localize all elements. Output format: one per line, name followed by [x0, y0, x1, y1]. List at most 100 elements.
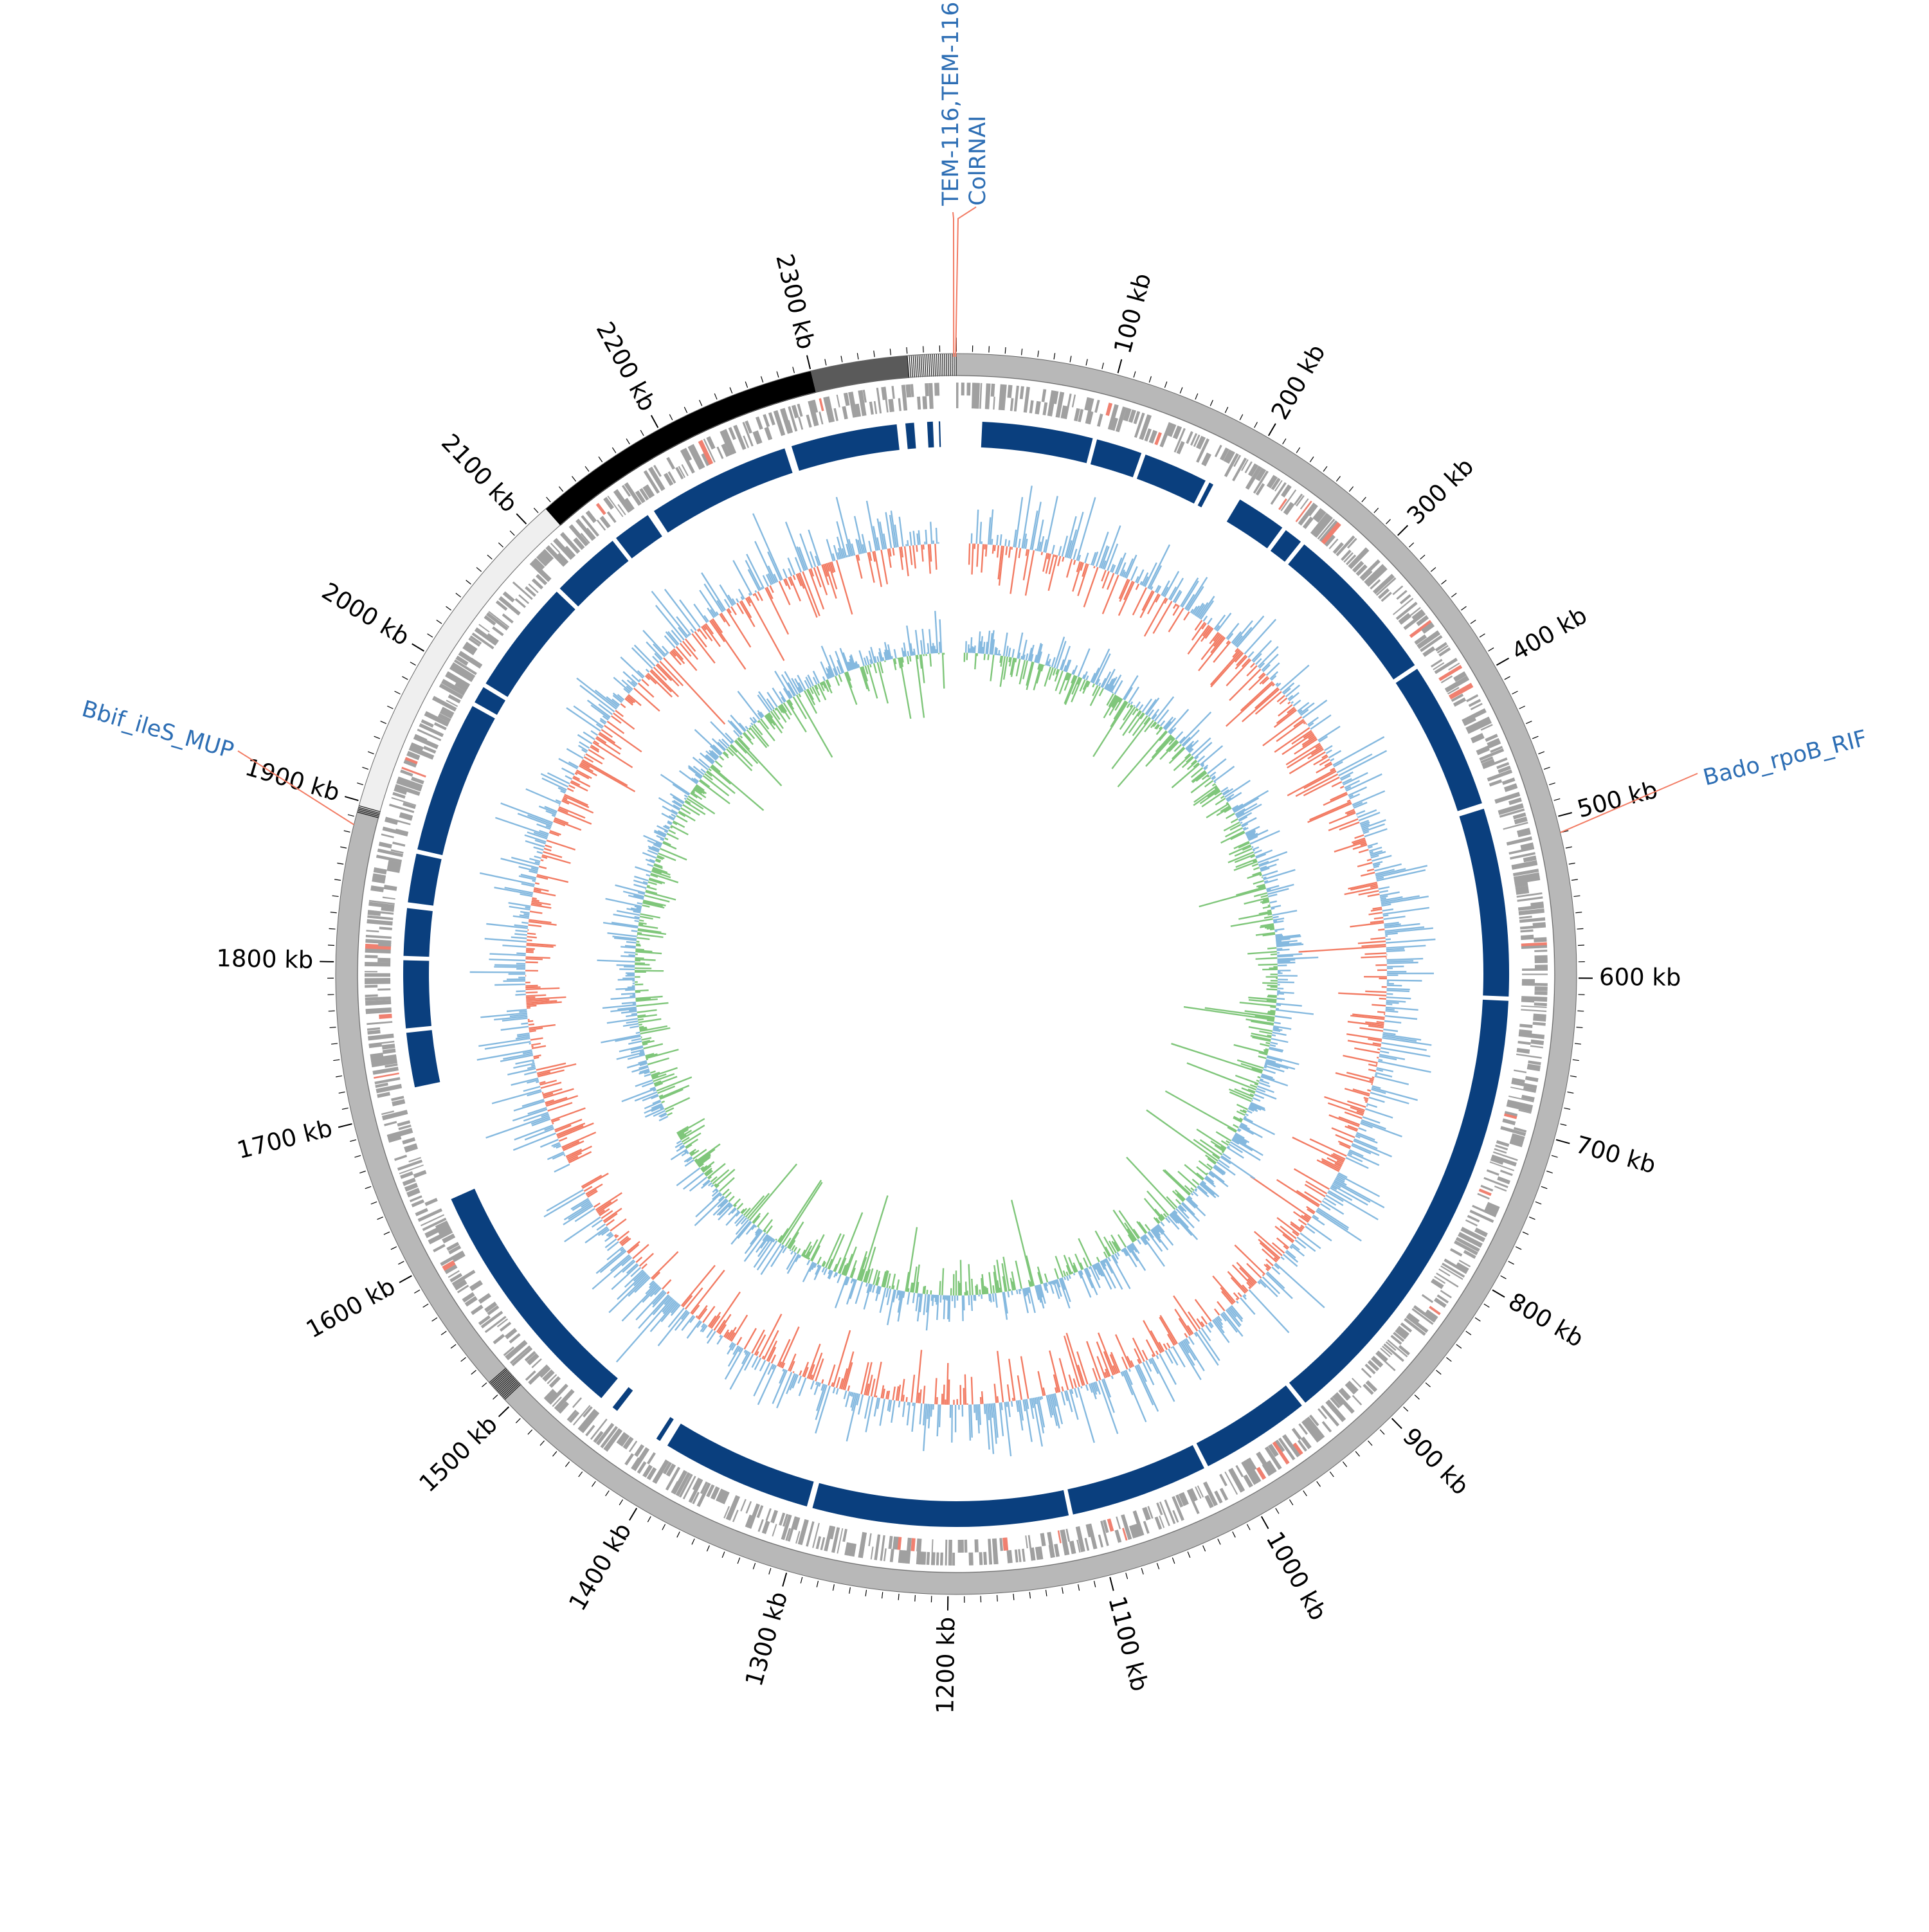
- gc-content-bar: [989, 1272, 992, 1294]
- alignment-block-25: [616, 515, 662, 558]
- gc-skew-bar: [745, 1350, 746, 1353]
- gc-content-bar: [841, 673, 842, 674]
- gc-skew-bar: [1368, 894, 1380, 897]
- gc-content-bar: [630, 996, 636, 997]
- gc-skew-bar: [1386, 946, 1426, 948]
- minor-tick: [1549, 783, 1555, 785]
- alignment-block-7: [1396, 669, 1482, 811]
- gene-feature: [488, 611, 509, 627]
- gc-skew-bar: [698, 629, 699, 631]
- minor-tick: [572, 476, 576, 482]
- minor-tick: [1561, 1124, 1567, 1125]
- gc-content-bar: [1271, 908, 1275, 909]
- gc-skew-bar: [666, 653, 667, 655]
- gc-content-bar: [1249, 1027, 1272, 1031]
- gc-skew-bar: [1377, 1049, 1380, 1050]
- minor-tick: [476, 568, 482, 572]
- gc-skew-bar: [799, 1376, 801, 1384]
- gc-content-bar: [913, 1293, 914, 1303]
- gene-feature: [382, 1110, 408, 1121]
- gc-content-bar: [1270, 929, 1274, 930]
- minor-tick: [1546, 1171, 1552, 1173]
- gc-skew-bar: [632, 648, 653, 669]
- minor-tick: [1029, 1592, 1030, 1598]
- gc-skew-bar: [1307, 1223, 1332, 1241]
- gc-content-bar: [631, 931, 638, 932]
- gc-skew-bar: [502, 945, 526, 946]
- gc-skew-bar: [1329, 751, 1341, 758]
- gene-feature: [1020, 386, 1024, 399]
- gc-skew-bar: [511, 858, 539, 865]
- gc-content-bar: [1086, 676, 1088, 680]
- gc-skew-bar: [800, 1371, 802, 1376]
- gc-skew-bar: [704, 584, 722, 612]
- gc-skew-bar: [665, 590, 696, 631]
- gene-feature: [819, 411, 823, 424]
- gc-skew-bar: [1046, 496, 1058, 553]
- gc-skew-bar: [485, 939, 527, 942]
- gene-feature: [917, 397, 921, 410]
- gc-skew-bar: [1339, 751, 1387, 776]
- tick-label-2100: 2100 kb: [436, 428, 523, 518]
- gc-skew-bar: [554, 1164, 570, 1172]
- gc-content-bar: [635, 990, 649, 991]
- gc-skew-bar: [524, 1072, 536, 1075]
- gc-content-bar: [665, 838, 668, 840]
- tick-label-200: 200 kb: [1266, 339, 1331, 424]
- gc-content-bar: [808, 675, 813, 686]
- gene-feature: [381, 833, 394, 838]
- gc-content-bar: [676, 1141, 681, 1143]
- minor-tick: [414, 1290, 420, 1293]
- gc-content-bar: [637, 903, 642, 904]
- minor-tick: [1225, 407, 1227, 413]
- alignment-block-0: [981, 422, 1093, 463]
- minor-tick: [402, 676, 408, 680]
- gene-feature: [1487, 1169, 1499, 1176]
- gc-skew-bar: [525, 907, 530, 908]
- minor-tick: [825, 359, 826, 366]
- gc-content-bar: [671, 814, 676, 817]
- gc-content-bar: [788, 1222, 804, 1248]
- gene-feature: [1502, 777, 1516, 785]
- minor-tick: [510, 531, 514, 536]
- gene-feature: [890, 1549, 894, 1562]
- gc-skew-bar: [581, 1175, 601, 1187]
- gc-content-bar: [1064, 1255, 1071, 1274]
- gene-feature: [740, 1499, 747, 1512]
- gc-content-bar: [662, 1101, 665, 1103]
- gc-content-bar: [835, 676, 839, 686]
- minor-tick: [1380, 1430, 1384, 1434]
- gc-content-bar: [1069, 1275, 1071, 1279]
- minor-tick: [1368, 1441, 1372, 1445]
- gc-content-bar: [1271, 987, 1278, 988]
- gene-feature: [837, 395, 840, 408]
- gc-skew-bar: [642, 680, 649, 686]
- gc-skew-bar: [980, 522, 981, 544]
- gc-skew-bar: [1077, 498, 1096, 561]
- major-tick: [1398, 525, 1408, 536]
- gc-skew-bar: [1327, 750, 1332, 754]
- gc-skew-bar: [1069, 1375, 1073, 1389]
- gc-skew-bar: [1267, 1272, 1285, 1288]
- gc-content-bar: [988, 655, 989, 660]
- gc-skew-bar: [1199, 1330, 1219, 1361]
- gc-content-bar: [635, 968, 651, 969]
- gc-skew-bar: [537, 875, 568, 883]
- gc-content-bar: [822, 1267, 824, 1272]
- gc-skew-bar: [536, 1063, 566, 1070]
- gc-skew-bar: [1236, 1299, 1238, 1301]
- gc-content-bar: [984, 642, 985, 653]
- minor-tick: [730, 387, 732, 393]
- gc-content-bar: [616, 988, 635, 989]
- gc-skew-bar: [1067, 559, 1072, 578]
- gc-content-bar: [993, 1285, 994, 1293]
- gc-content-bar: [1114, 1210, 1135, 1241]
- gc-skew-bar: [916, 545, 917, 552]
- gc-skew-bar: [1008, 1402, 1010, 1417]
- gc-content-bar: [720, 756, 723, 760]
- gc-content-bar: [897, 1290, 898, 1299]
- gene-feature: [365, 995, 378, 997]
- gc-skew-bar: [688, 634, 689, 636]
- gc-content-bar: [1272, 910, 1298, 915]
- gc-content-bar: [1009, 648, 1010, 657]
